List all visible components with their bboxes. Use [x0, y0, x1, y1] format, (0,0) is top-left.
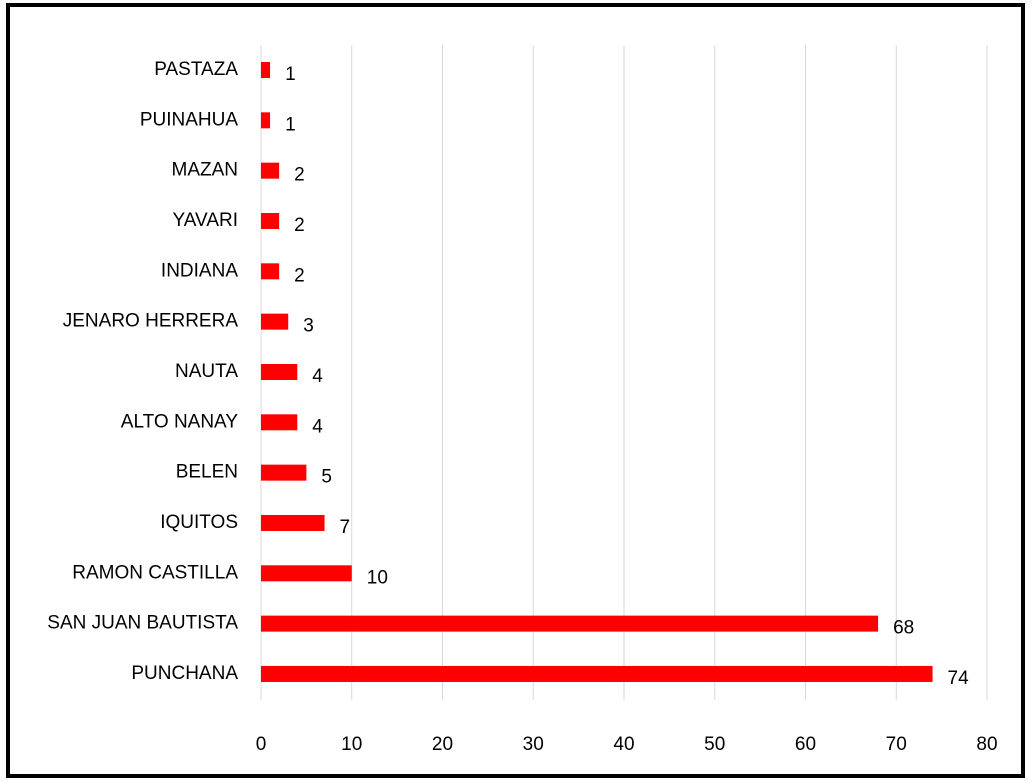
bar	[261, 565, 352, 582]
y-tick-label: ALTO NANAY	[121, 411, 239, 432]
bar	[261, 112, 271, 129]
bar	[261, 414, 298, 431]
y-tick-label: BELEN	[176, 462, 238, 483]
chart-border	[6, 3, 1025, 778]
y-tick-label: INDIANA	[161, 260, 238, 281]
y-tick-label: PUINAHUA	[140, 109, 239, 130]
value-label: 74	[948, 668, 970, 689]
x-tick-label: 50	[704, 734, 725, 755]
x-tick-label: 40	[613, 734, 634, 755]
bar	[261, 363, 298, 380]
bar	[261, 62, 271, 78]
bar	[261, 464, 307, 481]
bar	[261, 263, 280, 280]
x-tick-label: 70	[886, 734, 907, 755]
value-label: 4	[312, 416, 323, 437]
bar	[261, 162, 280, 179]
bar	[261, 665, 933, 682]
y-tick-label: JENARO HERRERA	[63, 311, 239, 332]
x-tick-label: 80	[976, 734, 997, 755]
bar	[261, 212, 280, 229]
y-tick-label: PASTAZA	[154, 59, 238, 80]
y-tick-label: MAZAN	[172, 160, 239, 181]
value-label: 2	[294, 215, 305, 236]
x-tick-label: 30	[523, 734, 544, 755]
x-tick-label: 10	[341, 734, 362, 755]
bar	[261, 313, 289, 330]
bar	[261, 514, 325, 531]
y-tick-label: YAVARI	[173, 210, 238, 231]
value-label: 4	[312, 366, 323, 387]
y-tick-label: RAMON CASTILLA	[72, 562, 238, 583]
value-label: 2	[294, 265, 305, 286]
value-label: 68	[893, 618, 914, 639]
value-label: 5	[321, 467, 332, 488]
y-tick-label: NAUTA	[175, 361, 238, 382]
value-label: 1	[285, 64, 296, 85]
value-label: 1	[285, 114, 296, 135]
x-tick-label: 60	[795, 734, 816, 755]
value-label: 3	[303, 316, 314, 337]
value-label: 2	[294, 165, 305, 186]
value-label: 7	[340, 517, 351, 538]
y-tick-label: IQUITOS	[160, 512, 238, 533]
x-tick-label: 20	[432, 734, 453, 755]
y-tick-label: PUNCHANA	[131, 663, 238, 684]
value-label: 10	[367, 567, 388, 588]
y-tick-label: SAN JUAN BAUTISTA	[47, 613, 238, 634]
bar	[261, 615, 879, 632]
x-tick-label: 0	[256, 734, 267, 755]
